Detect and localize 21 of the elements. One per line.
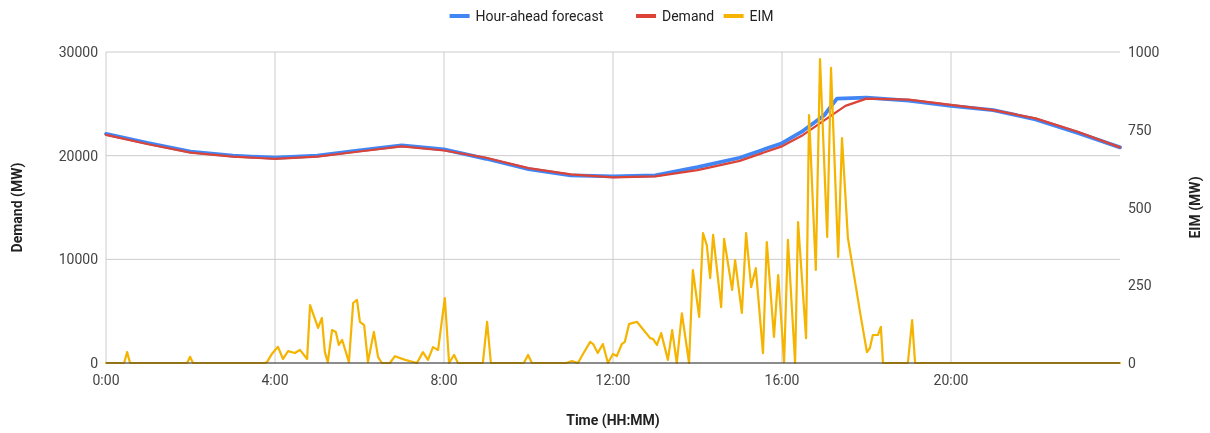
- x-axis-title: Time (HH:MM): [566, 412, 660, 429]
- legend-label: Hour-ahead forecast: [475, 8, 604, 24]
- y2-tick-label: 250: [1128, 277, 1152, 294]
- y-tick-label: 20000: [58, 147, 99, 164]
- x-tick-label: 4:00: [261, 372, 289, 388]
- y2-tick-label: 0: [1128, 355, 1136, 371]
- x-tick-label: 0:00: [92, 372, 120, 388]
- x-tick-label: 12:00: [595, 372, 631, 388]
- x-tick-label: 8:00: [430, 372, 458, 388]
- y2-tick-label: 1000: [1128, 44, 1160, 60]
- y2-tick-label: 500: [1128, 199, 1152, 216]
- x-tick-label: 20:00: [933, 372, 969, 388]
- legend-label: EIM: [749, 8, 774, 24]
- y-axis-title: Demand (MW): [9, 162, 26, 253]
- legend-label: Demand: [662, 8, 715, 24]
- y-tick-label: 30000: [58, 44, 99, 60]
- y-tick-label: 10000: [58, 251, 99, 268]
- y2-axis-title: EIM (MW): [1187, 176, 1204, 239]
- y-tick-label: 0: [90, 355, 99, 371]
- y2-tick-label: 750: [1128, 121, 1152, 138]
- x-tick-label: 16:00: [764, 372, 800, 388]
